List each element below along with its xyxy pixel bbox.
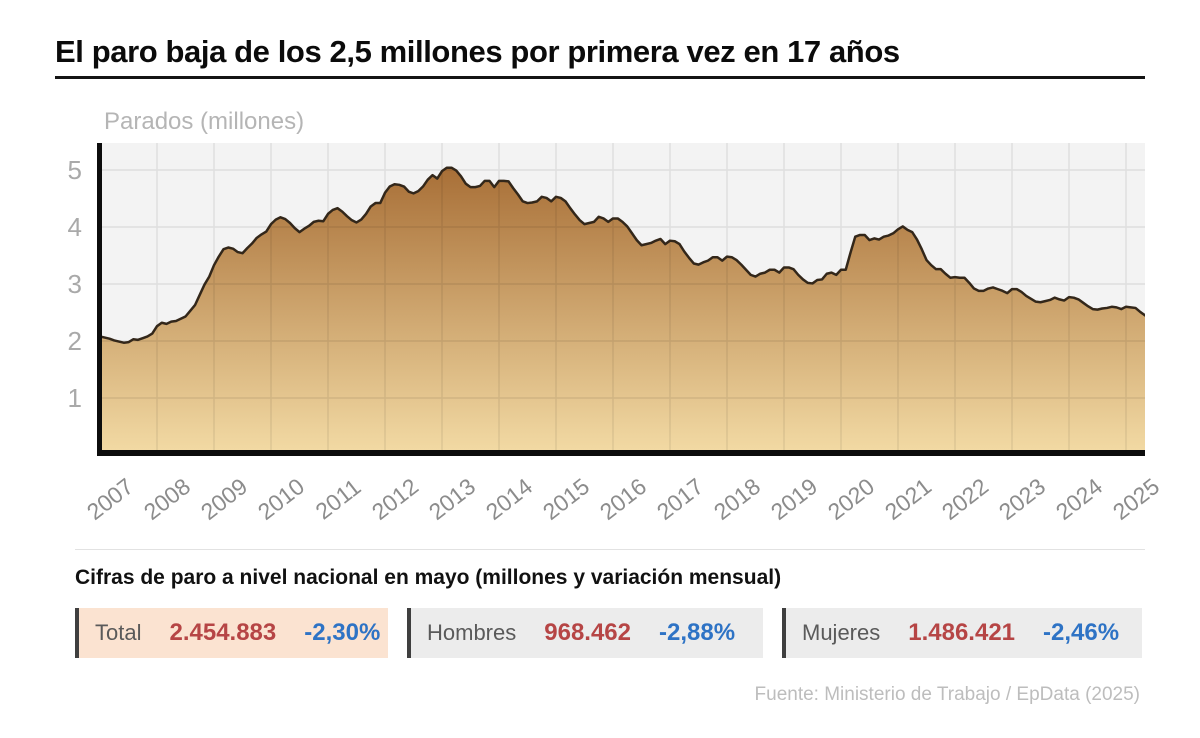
x-tick-label: 2015 [537,473,595,526]
x-tick-label: 2014 [480,473,538,526]
y-tick-label: 4 [67,212,82,242]
x-tick-label: 2013 [423,473,481,526]
stats-section-title: Cifras de paro a nivel nacional en mayo … [75,566,782,589]
x-tick-label: 2008 [138,473,196,526]
stat-box-total: Total 2.454.883 -2,30% [75,608,388,658]
x-tick-label: 2022 [936,473,994,526]
x-tick-label: 2024 [1050,473,1108,526]
x-tick-label: 2018 [708,473,766,526]
stat-value: 2.454.883 [169,619,277,646]
x-axis-bar [97,450,1145,456]
stat-change: -2,30% [304,619,381,646]
stat-box-hombres: Hombres 968.462 -2,88% [407,608,763,658]
y-tick-label: 3 [67,269,82,299]
page-title: El paro baja de los 2,5 millones por pri… [55,34,900,69]
x-tick-label: 2012 [366,473,424,526]
x-tick-label: 2019 [765,473,823,526]
y-tick-label: 5 [67,155,82,185]
y-tick-label: 2 [67,326,82,356]
x-tick-label: 2011 [310,473,366,525]
stat-label: Total [95,620,142,645]
source-note: Fuente: Ministerio de Trabajo / EpData (… [754,684,1140,705]
stat-value: 1.486.421 [908,619,1016,646]
unemployment-area-chart [100,143,1145,455]
x-tick-label: 2009 [195,473,253,526]
stat-label: Mujeres [802,620,881,645]
section-divider [75,549,1145,550]
grid-lines [100,143,1145,455]
x-tick-label: 2017 [651,473,709,526]
stat-change: -2,46% [1043,619,1120,646]
y-axis-title: Parados (millones) [104,108,305,135]
stat-change: -2,88% [659,619,736,646]
stat-box-mujeres: Mujeres 1.486.421 -2,46% [782,608,1142,658]
stat-value: 968.462 [544,619,632,646]
y-axis-bar [97,143,102,456]
area-line [100,166,1145,344]
x-tick-label: 2020 [822,473,880,526]
x-tick-label: 2021 [879,473,937,526]
x-tick-label: 2016 [594,473,652,526]
y-tick-label: 1 [67,383,82,413]
x-tick-label: 2010 [252,473,310,526]
x-tick-label: 2025 [1107,473,1165,526]
stat-label: Hombres [427,620,517,645]
area-fill [100,167,1145,455]
x-tick-label: 2023 [993,473,1051,526]
title-underline [55,76,1145,79]
x-tick-label: 2007 [81,473,139,526]
